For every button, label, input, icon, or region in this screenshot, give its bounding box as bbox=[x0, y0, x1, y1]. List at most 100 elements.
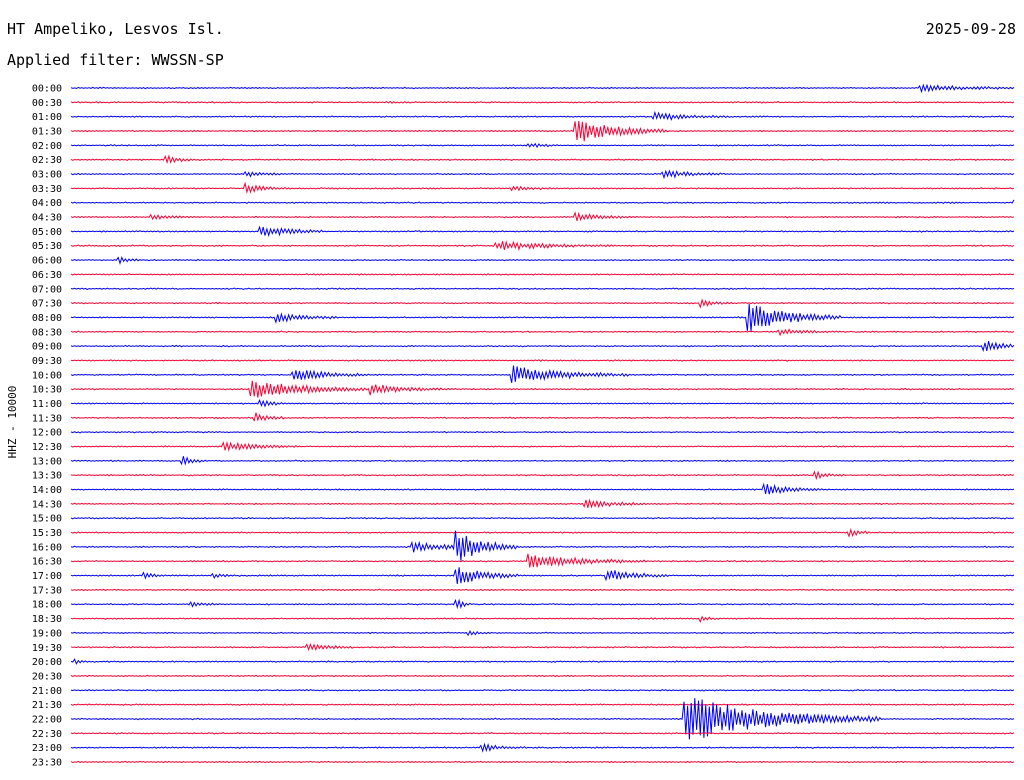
trace-row-0230 bbox=[70, 154, 1015, 165]
trace-row-0200 bbox=[70, 142, 1015, 149]
row-time-label: 22:00 bbox=[32, 714, 62, 725]
trace-row-0430 bbox=[70, 211, 1015, 222]
row-time-label: 07:30 bbox=[32, 299, 62, 310]
trace-row-1930 bbox=[70, 642, 1015, 652]
trace-rows bbox=[70, 83, 1015, 764]
trace-row-0530 bbox=[70, 240, 1015, 252]
row-time-label: 16:30 bbox=[32, 557, 62, 568]
trace-row-0630 bbox=[70, 273, 1015, 276]
row-time-label: 06:30 bbox=[32, 270, 62, 281]
trace-row-0300 bbox=[70, 169, 1015, 180]
trace-row-0830 bbox=[70, 328, 1015, 337]
station-title: HT Ampeliko, Lesvos Isl. bbox=[7, 20, 224, 38]
row-time-label: 13:00 bbox=[32, 456, 62, 467]
row-time-label: 23:30 bbox=[32, 757, 62, 768]
trace-row-2130 bbox=[70, 703, 1015, 706]
row-time-label: 13:30 bbox=[32, 471, 62, 482]
trace-row-0600 bbox=[70, 256, 1015, 265]
row-time-label: 23:00 bbox=[32, 743, 62, 754]
row-time-label: 08:00 bbox=[32, 313, 62, 324]
row-time-label: 00:30 bbox=[32, 98, 62, 109]
trace-row-1230 bbox=[70, 440, 1015, 452]
row-time-label: 03:30 bbox=[32, 184, 62, 195]
row-time-label: 19:00 bbox=[32, 628, 62, 639]
trace-row-0800 bbox=[70, 303, 1015, 332]
row-time-label: 21:00 bbox=[32, 686, 62, 697]
row-time-label: 14:00 bbox=[32, 485, 62, 496]
row-time-label: 12:00 bbox=[32, 428, 62, 439]
trace-row-1400 bbox=[70, 482, 1015, 495]
trace-row-1630 bbox=[70, 553, 1015, 568]
row-time-label: 19:30 bbox=[32, 643, 62, 654]
trace-row-0930 bbox=[70, 359, 1015, 362]
trace-row-1100 bbox=[70, 398, 1015, 408]
row-time-label: 12:30 bbox=[32, 442, 62, 453]
trace-row-0000 bbox=[70, 83, 1015, 94]
channel-label: HHZ - 10000 bbox=[6, 386, 19, 459]
trace-row-1730 bbox=[70, 588, 1015, 592]
trace-row-0500 bbox=[70, 225, 1015, 238]
record-date: 2025-09-28 bbox=[925, 20, 1016, 38]
trace-row-1300 bbox=[70, 456, 1015, 466]
trace-row-0030 bbox=[70, 100, 1015, 104]
row-time-label: 18:00 bbox=[32, 600, 62, 611]
trace-row-1900 bbox=[70, 629, 1015, 637]
row-time-label: 01:30 bbox=[32, 127, 62, 138]
row-time-label: 22:30 bbox=[32, 729, 62, 740]
row-time-label: 10:00 bbox=[32, 370, 62, 381]
row-time-label: 00:00 bbox=[32, 84, 62, 95]
trace-row-2000 bbox=[70, 658, 1015, 665]
row-time-label: 05:30 bbox=[32, 241, 62, 252]
trace-row-1130 bbox=[70, 412, 1015, 422]
trace-row-2100 bbox=[70, 688, 1015, 692]
trace-row-1800 bbox=[70, 598, 1015, 610]
row-time-label: 07:00 bbox=[32, 284, 62, 295]
row-time-label: 03:00 bbox=[32, 170, 62, 181]
time-labels: 00:00 00:30 01:00 01:30 02:00 02:30 03:00 03:30… bbox=[32, 84, 62, 769]
row-time-label: 17:00 bbox=[32, 571, 62, 582]
trace-row-1430 bbox=[70, 498, 1015, 509]
row-time-label: 18:30 bbox=[32, 614, 62, 625]
row-time-label: 20:00 bbox=[32, 657, 62, 668]
row-time-label: 10:30 bbox=[32, 385, 62, 396]
row-time-label: 17:30 bbox=[32, 585, 62, 596]
row-time-label: 14:30 bbox=[32, 499, 62, 510]
row-time-label: 15:00 bbox=[32, 514, 62, 525]
trace-row-1000 bbox=[70, 365, 1015, 383]
trace-row-0730 bbox=[70, 298, 1015, 309]
trace-row-1700 bbox=[70, 567, 1015, 584]
row-time-label: 21:30 bbox=[32, 700, 62, 711]
row-time-label: 16:00 bbox=[32, 542, 62, 553]
row-time-label: 20:30 bbox=[32, 671, 62, 682]
trace-row-0400 bbox=[70, 199, 1015, 205]
filter-label: Applied filter: WWSSN-SP bbox=[7, 51, 224, 69]
row-time-label: 04:30 bbox=[32, 213, 62, 224]
trace-row-1830 bbox=[70, 615, 1015, 623]
row-time-label: 09:00 bbox=[32, 342, 62, 353]
trace-row-0100 bbox=[70, 110, 1015, 121]
trace-row-1500 bbox=[70, 516, 1015, 520]
row-time-label: 02:00 bbox=[32, 141, 62, 152]
trace-row-1200 bbox=[70, 430, 1015, 434]
trace-row-1530 bbox=[70, 528, 1015, 538]
trace-row-1600 bbox=[70, 530, 1015, 561]
row-time-label: 04:00 bbox=[32, 198, 62, 209]
row-time-label: 06:00 bbox=[32, 256, 62, 267]
trace-row-2200 bbox=[70, 698, 1015, 740]
row-time-label: 15:30 bbox=[32, 528, 62, 539]
row-time-label: 01:00 bbox=[32, 112, 62, 123]
trace-row-1030 bbox=[70, 380, 1015, 398]
trace-row-2230 bbox=[70, 732, 1015, 735]
row-time-label: 08:30 bbox=[32, 327, 62, 338]
trace-row-2330 bbox=[70, 760, 1015, 764]
row-time-label: 05:00 bbox=[32, 227, 62, 238]
row-time-label: 02:30 bbox=[32, 155, 62, 166]
row-time-label: 09:30 bbox=[32, 356, 62, 367]
row-time-label: 11:30 bbox=[32, 413, 62, 424]
row-time-label: 11:00 bbox=[32, 399, 62, 410]
trace-row-0330 bbox=[70, 181, 1015, 194]
trace-row-0130 bbox=[70, 120, 1015, 142]
trace-row-1330 bbox=[70, 470, 1015, 481]
trace-row-0700 bbox=[70, 287, 1015, 291]
